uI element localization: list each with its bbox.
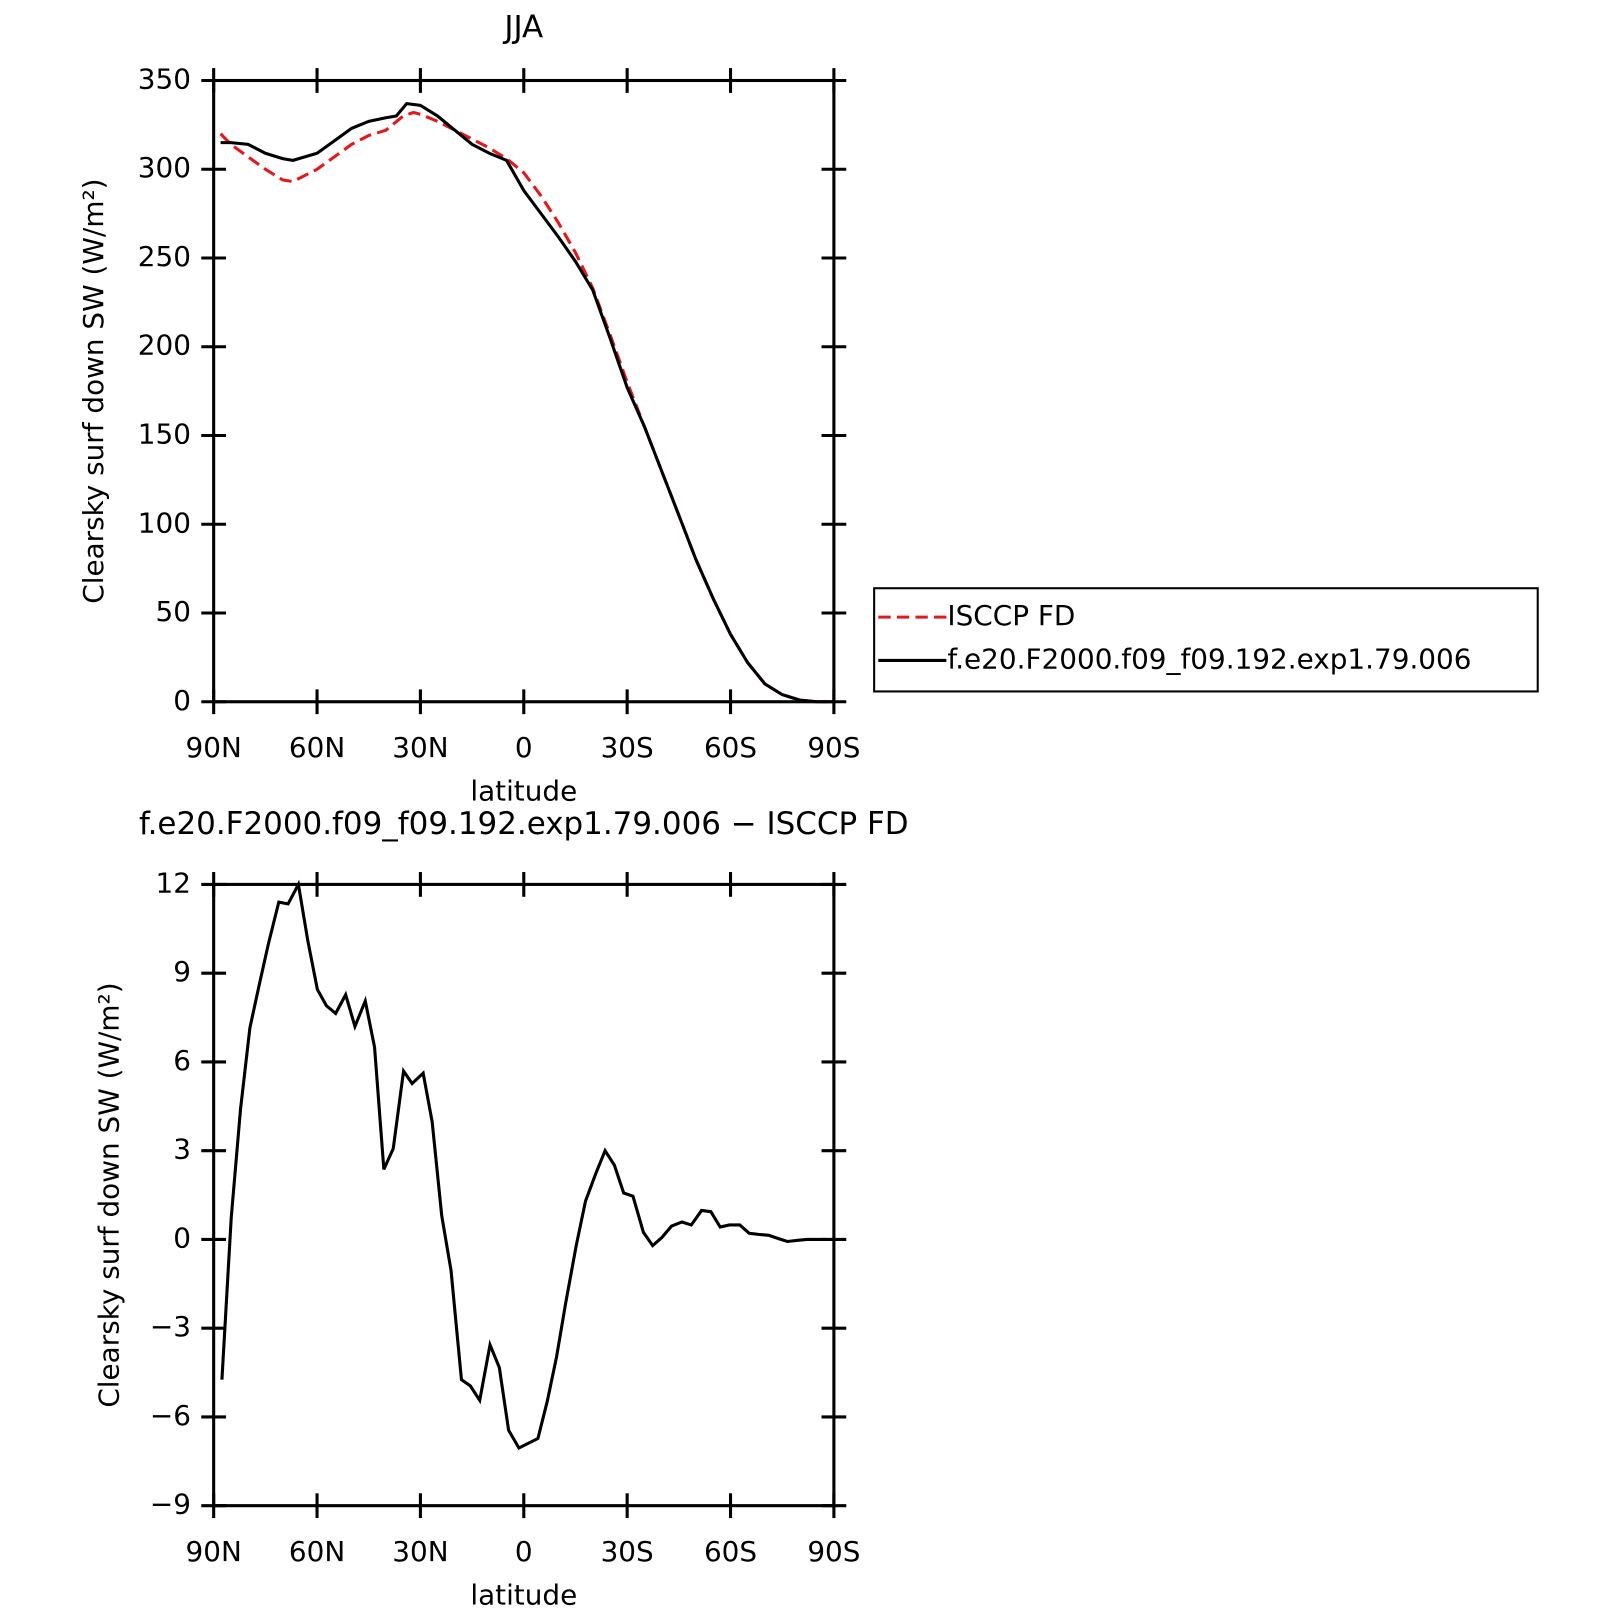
y-tick-label: 0 <box>173 1221 191 1254</box>
x-axis-label: latitude <box>470 1578 577 1611</box>
x-tick-label: 0 <box>515 731 533 764</box>
legend-label: ISCCP FD <box>947 599 1075 632</box>
y-tick-label: 350 <box>138 62 191 95</box>
x-tick-label: 90N <box>186 1535 242 1568</box>
x-tick-label: 30S <box>601 1535 654 1568</box>
y-tick-label: 9 <box>173 955 191 988</box>
y-tick-label: 6 <box>173 1044 191 1077</box>
data-line <box>220 101 827 704</box>
y-tick-label: 250 <box>138 240 191 273</box>
x-tick-label: 90N <box>186 731 242 764</box>
y-axis-label: Clearsky surf down SW (W/m²) <box>77 178 110 603</box>
y-tick-label: 50 <box>156 595 191 628</box>
x-tick-label: 30N <box>392 731 448 764</box>
y-tick-label: 150 <box>138 417 191 450</box>
y-tick-label: −9 <box>150 1488 191 1521</box>
y-tick-label: 0 <box>173 684 191 717</box>
data-line <box>220 879 826 1451</box>
y-tick-label: −6 <box>150 1399 191 1432</box>
y-axis-label: Clearsky surf down SW (W/m²) <box>92 982 125 1407</box>
data-line <box>219 110 827 704</box>
legend-label: f.e20.F2000.f09_f09.192.exp1.79.006 <box>947 642 1471 675</box>
chart-title: f.e20.F2000.f09_f09.192.exp1.79.006 − IS… <box>139 806 909 842</box>
y-tick-label: 12 <box>156 866 191 899</box>
y-tick-label: 200 <box>138 329 191 362</box>
plot-frame <box>212 882 836 1508</box>
x-tick-label: 30S <box>601 731 654 764</box>
x-tick-label: 60S <box>704 731 757 764</box>
x-tick-label: 0 <box>515 1535 533 1568</box>
y-tick-label: 300 <box>138 151 191 184</box>
x-tick-label: 90S <box>807 731 860 764</box>
x-tick-label: 60N <box>289 1535 345 1568</box>
x-tick-label: 60S <box>704 1535 757 1568</box>
x-tick-label: 30N <box>392 1535 448 1568</box>
legend-box <box>873 587 1539 693</box>
x-tick-label: 90S <box>807 1535 860 1568</box>
y-tick-label: −3 <box>150 1310 191 1343</box>
chart-title: JJA <box>502 9 543 45</box>
y-tick-label: 3 <box>173 1133 191 1166</box>
y-tick-label: 100 <box>138 506 191 539</box>
x-tick-label: 60N <box>289 731 345 764</box>
x-axis-label: latitude <box>470 775 577 808</box>
